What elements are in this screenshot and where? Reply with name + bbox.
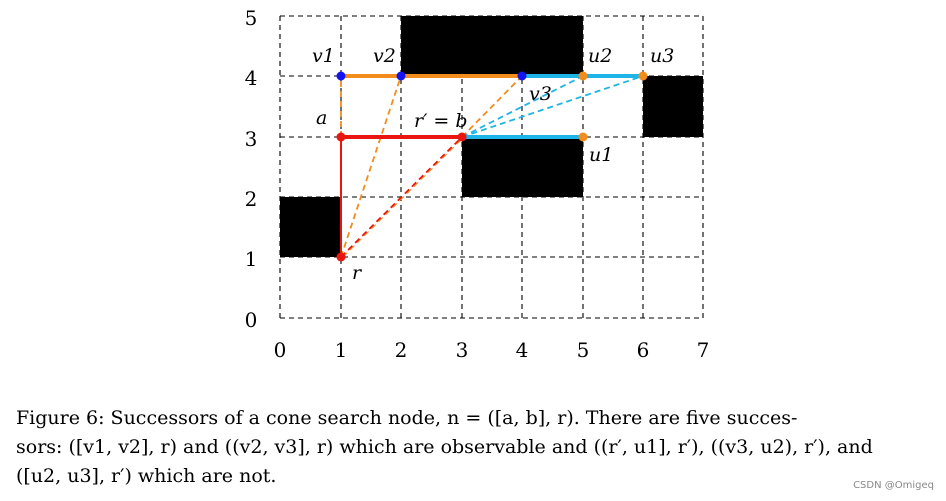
label-v2: v2 <box>373 45 396 67</box>
x-tick-labels: 0 1 2 3 4 5 6 7 <box>274 338 710 362</box>
x-tick-3: 3 <box>456 338 469 362</box>
x-tick-7: 7 <box>697 338 710 362</box>
ray-b-to-u3 <box>461 75 644 138</box>
label-r: r <box>352 262 363 284</box>
y-tick-2: 2 <box>245 187 258 211</box>
watermark: CSDN @Omigeq <box>853 480 934 491</box>
label-a: a <box>316 107 327 129</box>
point-u1 <box>578 132 588 142</box>
label-u2: u2 <box>588 45 612 67</box>
ray-b-to-v3 <box>461 75 523 138</box>
x-tick-5: 5 <box>577 338 590 362</box>
figure-caption: Figure 6: Successors of a cone search no… <box>16 404 936 491</box>
y-tick-3: 3 <box>245 127 258 151</box>
point-r <box>336 252 346 262</box>
y-tick-1: 1 <box>245 247 258 271</box>
x-tick-6: 6 <box>637 338 650 362</box>
segments <box>340 74 643 257</box>
caption-line-3: ([u2, u3], r′) which are not. <box>16 465 277 487</box>
points <box>336 71 648 262</box>
label-v3: v3 <box>529 83 552 105</box>
point-a <box>336 132 346 142</box>
ray-r-to-b <box>340 136 463 258</box>
ray-r-to-v2 <box>340 75 402 258</box>
obstacle-right <box>643 76 703 137</box>
point-v1 <box>336 71 346 81</box>
ray-r-to-b-overlay <box>342 138 463 258</box>
point-u2 <box>578 71 588 81</box>
x-tick-4: 4 <box>516 338 529 362</box>
y-tick-labels: 0 1 2 3 4 5 <box>245 6 258 332</box>
obstacle-left <box>280 197 341 257</box>
x-tick-2: 2 <box>395 338 408 362</box>
point-u3 <box>638 71 648 81</box>
point-v3 <box>517 71 527 81</box>
x-tick-0: 0 <box>274 338 287 362</box>
cone-search-diagram: 0 1 2 3 4 5 6 7 0 1 2 3 4 5 v1 v2 u2 u3 … <box>245 6 710 362</box>
caption-line-1: Figure 6: Successors of a cone search no… <box>16 407 798 429</box>
point-labels: v1 v2 u2 u3 a r′ = b v3 u1 r <box>312 45 674 284</box>
label-u1: u1 <box>589 144 613 166</box>
label-u3: u3 <box>650 45 674 67</box>
point-b <box>457 132 467 142</box>
label-v1: v1 <box>312 45 335 67</box>
y-tick-0: 0 <box>245 308 258 332</box>
point-v2 <box>396 71 406 81</box>
y-tick-5: 5 <box>245 6 258 30</box>
x-tick-1: 1 <box>335 338 348 362</box>
caption-line-2: sors: ([v1, v2], r) and ((v2, v3], r) wh… <box>16 436 873 458</box>
obstacle-top <box>401 16 583 76</box>
y-tick-4: 4 <box>245 66 258 90</box>
ray-b-to-u2 <box>461 75 584 138</box>
label-r-prime-b: r′ = b <box>414 110 468 132</box>
